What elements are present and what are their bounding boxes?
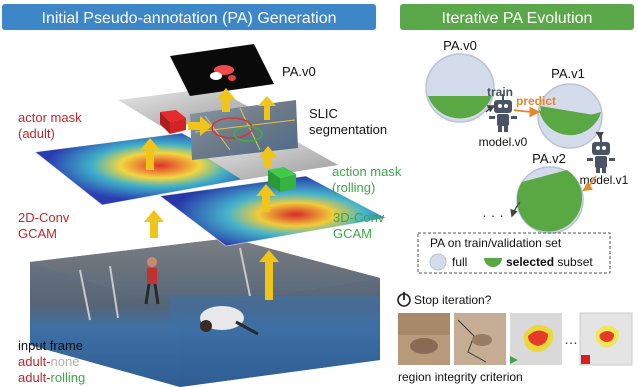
arrow-model-v1-to-pav2 [582, 175, 597, 192]
legend-box: PA on train/validation set full selected… [417, 232, 611, 274]
arrow-pav1-to-model-v1 [595, 131, 604, 140]
arrow-predict [513, 106, 541, 118]
arrow-pav0-to-train [485, 105, 496, 113]
legend-full-label: full [452, 255, 467, 269]
label-slic-1: SLIC [309, 106, 338, 121]
thumbnail-2 [454, 313, 506, 365]
label-actor-mask-2: (adult) [18, 126, 55, 141]
rp-label-predict: predict [516, 94, 556, 108]
arrow-input-to-3d [259, 250, 279, 300]
arrow-2d-to-actor [140, 138, 160, 170]
thumbnail-4 [579, 312, 633, 366]
label-conv2d-2: GCAM [18, 226, 57, 241]
rp-label-pa-v0: PA.v0 [443, 38, 477, 53]
gcam-3d-layer [158, 175, 388, 247]
label-conv3d-2: GCAM [333, 226, 372, 241]
arrow-3d-to-action [256, 184, 276, 212]
arrow-action-to-slic [258, 146, 278, 168]
rp-label-train: train [487, 85, 513, 99]
label-action-mask-2: (rolling) [332, 180, 375, 195]
robot-model-v0-icon [489, 94, 517, 132]
right-title: Iterative PA Evolution [442, 10, 593, 27]
play-marker-icon [510, 356, 518, 364]
pa-v2-circle [516, 166, 584, 234]
right-panel: Iterative PA Evolution PA.v0 PA.v1 PA.v2 [397, 4, 634, 384]
pa-v1-circle [537, 83, 603, 149]
label-adult-rolling: adult-rolling [18, 370, 85, 385]
thumbnails-ellipsis: … [564, 331, 578, 347]
legend-full-swatch [429, 253, 447, 271]
flow-arrows [140, 88, 279, 300]
action-mask-cube [268, 167, 296, 178]
arrow-slic-to-pav0 [216, 88, 236, 112]
left-panel: Initial Pseudo-annotation (PA) Generatio… [2, 4, 402, 387]
thumbnail-1 [398, 313, 450, 365]
legend-title: PA on train/validation set [430, 236, 562, 250]
label-actor-mask-1: actor mask [18, 110, 82, 125]
label-input-frame: input frame [18, 338, 83, 353]
label-adult-none: adult-none [18, 354, 79, 369]
rp-label-pa-v2: PA.v2 [532, 151, 566, 166]
stop-marker-icon [581, 355, 590, 364]
arrow-actor-to-slic [188, 116, 212, 136]
label-conv2d-1: 2D-Conv [18, 210, 70, 225]
left-title-bar [2, 4, 376, 30]
thumbnail-3 [510, 313, 562, 365]
adult-figure-body [147, 268, 157, 284]
stop-iteration-label: Stop iteration? [414, 293, 492, 307]
actor-mask-cube [160, 110, 186, 122]
rp-label-pa-v1: PA.v1 [551, 66, 585, 81]
region-integrity-caption: region integrity criterion [398, 370, 523, 384]
adult-figure-head [147, 257, 157, 267]
legend-selected-swatch [484, 258, 502, 267]
pa-v0-tile [170, 44, 274, 96]
legend-selected-label: selected subset [506, 255, 593, 269]
power-icon [397, 292, 411, 307]
arrow-slic-right [258, 96, 276, 120]
pa-v0-circle [425, 53, 495, 123]
label-action-mask-1: action mask [332, 164, 402, 179]
rp-label-model-v1: model.v1 [580, 173, 629, 187]
label-conv3d-1: 3D-Conv [333, 210, 385, 225]
rp-label-model-v0: model.v0 [479, 135, 528, 149]
label-pa-v0: PA.v0 [282, 64, 316, 79]
input-frame-layer [30, 238, 380, 387]
right-title-bar [400, 4, 634, 30]
rp-ellipsis: · · · [482, 207, 504, 223]
robot-model-v1-icon [587, 136, 615, 173]
arrow-pav2-to-ellipsis [510, 201, 521, 218]
label-slic-2: segmentation [309, 122, 387, 137]
slic-layer [190, 100, 298, 160]
left-title: Initial Pseudo-annotation (PA) Generatio… [42, 10, 337, 27]
arrow-input-to-2d [144, 210, 164, 238]
